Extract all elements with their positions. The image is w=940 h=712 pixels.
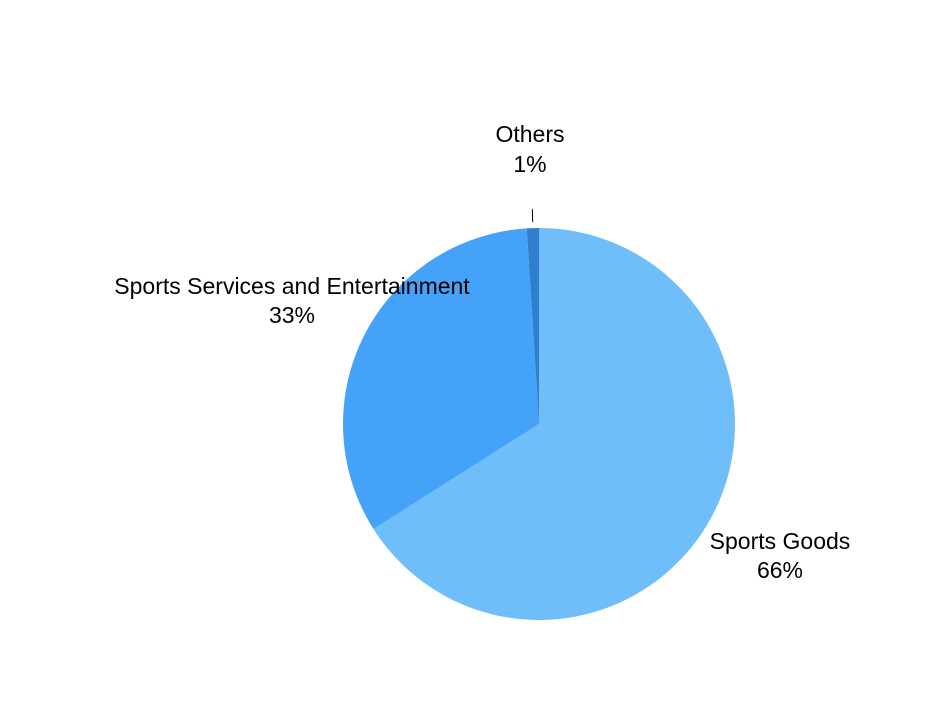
pie-slice-others [526,228,539,424]
slice-value-sports-goods: 66% [757,557,803,583]
pie-slices [343,228,735,620]
slice-value-others: 1% [513,151,546,177]
pie-slice-sports-goods [373,228,735,620]
slice-label-sports-goods: Sports Goods [710,528,851,554]
slice-label-sports-services: Sports Services and Entertainment [114,273,470,299]
slice-label-others: Others [495,121,564,147]
slice-value-sports-services: 33% [269,302,315,328]
pie-slice-sports-services [343,228,539,530]
